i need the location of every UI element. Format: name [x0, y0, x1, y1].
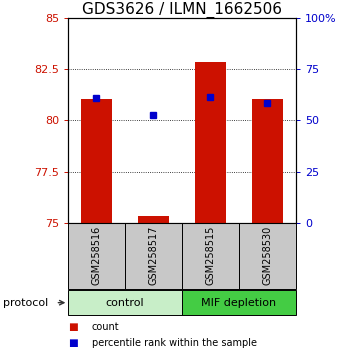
Title: GDS3626 / ILMN_1662506: GDS3626 / ILMN_1662506 [82, 1, 282, 18]
Text: MIF depletion: MIF depletion [201, 298, 276, 308]
Text: GSM258515: GSM258515 [205, 226, 215, 285]
Bar [138, 216, 169, 223]
Bar [125, 223, 182, 289]
Text: GSM258530: GSM258530 [262, 226, 272, 285]
Text: control: control [106, 298, 144, 308]
Text: ■: ■ [68, 338, 78, 348]
Bar [182, 223, 239, 289]
Bar [252, 99, 283, 223]
Text: count: count [92, 322, 119, 332]
Text: percentile rank within the sample: percentile rank within the sample [92, 338, 257, 348]
Bar [195, 62, 226, 223]
Bar [68, 223, 125, 289]
Text: GSM258516: GSM258516 [91, 226, 101, 285]
Bar [81, 99, 112, 223]
Text: ■: ■ [68, 322, 78, 332]
Text: protocol: protocol [3, 298, 49, 308]
Bar [68, 290, 182, 315]
Bar [182, 290, 295, 315]
Text: GSM258517: GSM258517 [149, 226, 158, 285]
Bar [239, 223, 295, 289]
